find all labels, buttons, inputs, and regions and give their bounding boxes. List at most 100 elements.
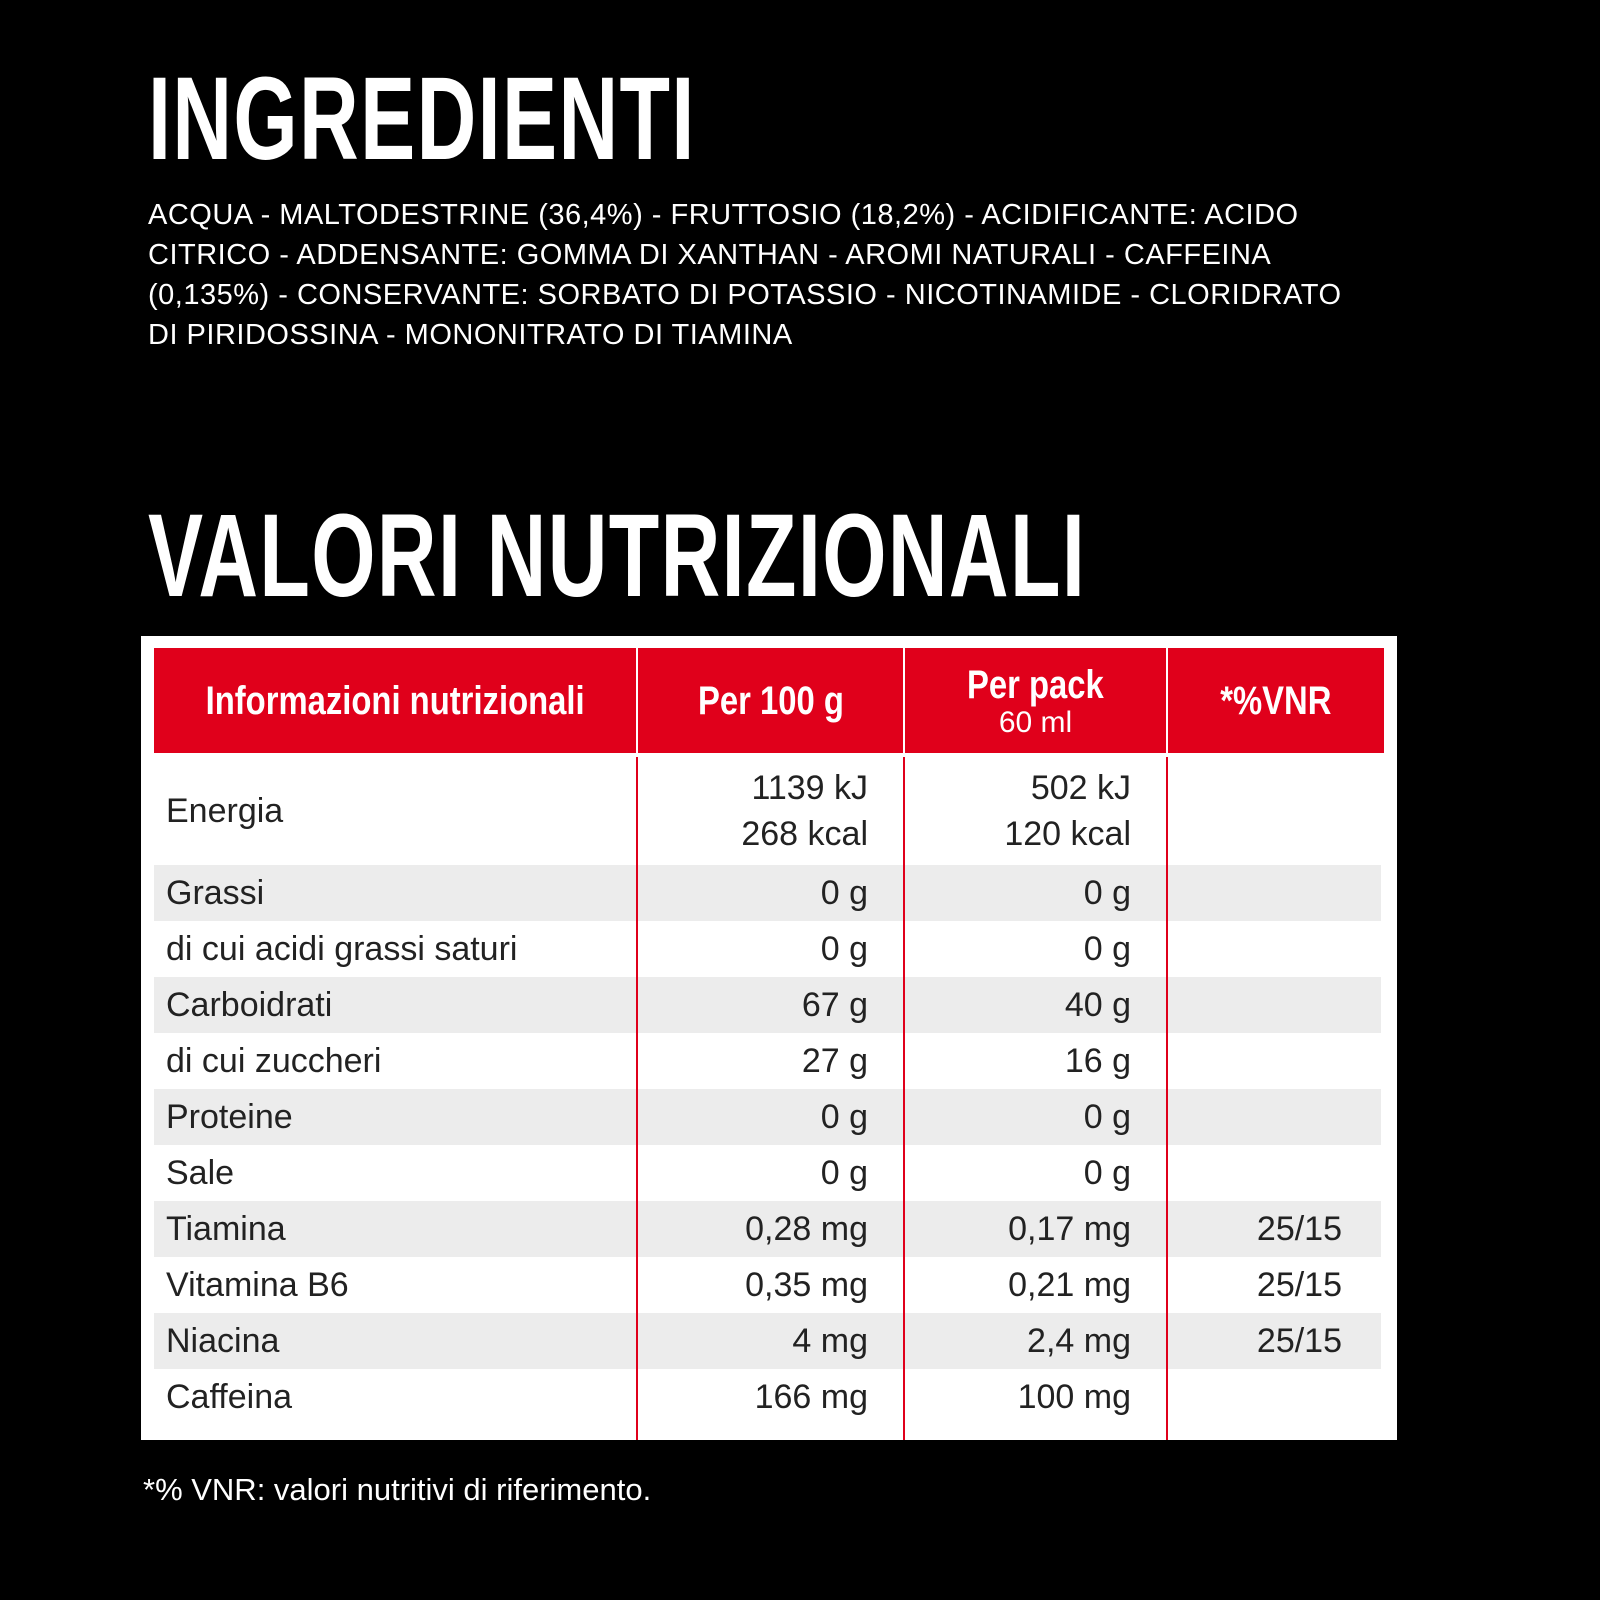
table-cell: 40 g bbox=[905, 977, 1166, 1033]
header-text: Informazioni nutrizionali bbox=[205, 678, 585, 723]
ingredients-title: INGREDIENTI bbox=[148, 53, 696, 185]
ingredient-line: (0,135%) - CONSERVANTE: SORBATO DI POTAS… bbox=[148, 279, 1342, 311]
table-cell: Sale bbox=[154, 1145, 636, 1201]
table-cell: 0,17 mg bbox=[905, 1201, 1166, 1257]
cell-text: di cui zuccheri bbox=[166, 1042, 382, 1080]
table-cell: 25/15 bbox=[1168, 1257, 1384, 1313]
cell-text: Carboidrati bbox=[166, 986, 333, 1024]
header-text: Per pack bbox=[967, 662, 1104, 707]
cell-text: 0 g bbox=[820, 1154, 868, 1192]
row-shade bbox=[154, 865, 1381, 921]
table-cell: 0 g bbox=[638, 1145, 903, 1201]
cell-text: 0 g bbox=[820, 874, 868, 912]
cell-text: 2,4 mg bbox=[1027, 1322, 1131, 1360]
cell-text: 0 g bbox=[820, 930, 868, 968]
table-cell: 1139 kJ 268 kcal bbox=[638, 757, 903, 865]
header-text: *%VNR bbox=[1220, 678, 1332, 723]
table-cell: 0 g bbox=[638, 1089, 903, 1145]
table-cell: 0 g bbox=[638, 865, 903, 921]
header-cell: *%VNR bbox=[1168, 648, 1384, 753]
cell-text: 0 g bbox=[1083, 1154, 1131, 1192]
cell-line: 268 kcal bbox=[741, 815, 868, 853]
table-cell: 27 g bbox=[638, 1033, 903, 1089]
cell-text: 25/15 bbox=[1256, 1210, 1342, 1248]
table-cell: 166 mg bbox=[638, 1369, 903, 1425]
row-shade bbox=[154, 1313, 1381, 1369]
table-cell: 100 mg bbox=[905, 1369, 1166, 1425]
table-cell: Energia bbox=[154, 757, 636, 865]
cell-text: 0 g bbox=[1083, 1098, 1131, 1136]
table-cell: 502 kJ 120 kcal bbox=[905, 757, 1166, 865]
cell-text: 0,28 mg bbox=[745, 1210, 868, 1248]
table-cell: 16 g bbox=[905, 1033, 1166, 1089]
footnote: *% VNR: valori nutritivi di riferimento. bbox=[143, 1472, 652, 1507]
header-sublabel: 60 ml bbox=[998, 705, 1073, 739]
column-divider bbox=[636, 757, 638, 1440]
header-label: *%VNR bbox=[1208, 679, 1344, 723]
table-cell: di cui zuccheri bbox=[154, 1033, 636, 1089]
table-cell: 2,4 mg bbox=[905, 1313, 1166, 1369]
column-divider bbox=[1166, 757, 1168, 1440]
cell-text: 40 g bbox=[1064, 986, 1131, 1024]
ingredient-line: ACQUA - MALTODESTRINE (36,4%) - FRUTTOSI… bbox=[148, 199, 1299, 231]
table-panel bbox=[141, 636, 1397, 1440]
table-cell: 0 g bbox=[905, 865, 1166, 921]
header-cell: Informazioni nutrizionali bbox=[154, 648, 636, 753]
row-shade bbox=[154, 1201, 1381, 1257]
cell-text: Tiamina bbox=[166, 1210, 286, 1248]
header-label: Per pack bbox=[952, 663, 1119, 707]
header-cell: Per 100 g bbox=[638, 648, 903, 753]
cell-text: 0 g bbox=[820, 1098, 868, 1136]
cell-text: Sale bbox=[166, 1154, 235, 1192]
table-cell: Proteine bbox=[154, 1089, 636, 1145]
table-cell: 0 g bbox=[905, 1089, 1166, 1145]
table-cell: Niacina bbox=[154, 1313, 636, 1369]
cell-line: 120 kcal bbox=[1004, 815, 1131, 853]
table-cell: Vitamina B6 bbox=[154, 1257, 636, 1313]
header-text: Per 100 g bbox=[697, 678, 844, 723]
table-cell: Caffeina bbox=[154, 1369, 636, 1425]
table-cell: 0 g bbox=[905, 1145, 1166, 1201]
table-cell: di cui acidi grassi saturi bbox=[154, 921, 636, 977]
cell-text: Proteine bbox=[166, 1098, 293, 1136]
row-shade bbox=[154, 977, 1381, 1033]
table-cell: 25/15 bbox=[1168, 1313, 1384, 1369]
cell-text: Energia bbox=[166, 792, 284, 830]
header-label: Per 100 g bbox=[682, 679, 860, 723]
cell-text: 27 g bbox=[801, 1042, 868, 1080]
table-cell: 67 g bbox=[638, 977, 903, 1033]
cell-text: Caffeina bbox=[166, 1378, 293, 1416]
table-cell: 0,21 mg bbox=[905, 1257, 1166, 1313]
table-cell: 0,28 mg bbox=[638, 1201, 903, 1257]
cell-line: 1139 kJ bbox=[751, 769, 868, 807]
cell-text: 0 g bbox=[1083, 874, 1131, 912]
cell-text: 0 g bbox=[1083, 930, 1131, 968]
header-cell: Per pack 60 ml bbox=[905, 648, 1166, 753]
header-label: Informazioni nutrizionali bbox=[164, 679, 626, 723]
cell-text: 4 mg bbox=[792, 1322, 868, 1360]
nutrition-title: VALORI NUTRIZIONALI bbox=[148, 490, 1087, 622]
table-cell: 0,35 mg bbox=[638, 1257, 903, 1313]
cell-text: 67 g bbox=[801, 986, 868, 1024]
table-cell: Grassi bbox=[154, 865, 636, 921]
cell-text: Vitamina B6 bbox=[166, 1266, 349, 1304]
cell-line: 502 kJ bbox=[1030, 769, 1131, 807]
cell-text: 100 mg bbox=[1017, 1378, 1131, 1416]
table-cell: Carboidrati bbox=[154, 977, 636, 1033]
table-cell: Tiamina bbox=[154, 1201, 636, 1257]
cell-text: 0,17 mg bbox=[1008, 1210, 1131, 1248]
cell-text: 0,35 mg bbox=[745, 1266, 868, 1304]
cell-text: 25/15 bbox=[1256, 1322, 1342, 1360]
cell-text: 25/15 bbox=[1256, 1266, 1342, 1304]
cell-text: 166 mg bbox=[754, 1378, 868, 1416]
row-shade bbox=[154, 1089, 1381, 1145]
cell-text: 16 g bbox=[1064, 1042, 1131, 1080]
cell-text: Grassi bbox=[166, 874, 265, 912]
ingredient-line: CITRICO - ADDENSANTE: GOMMA DI XANTHAN -… bbox=[148, 239, 1272, 271]
table-cell: 0 g bbox=[905, 921, 1166, 977]
cell-text: di cui acidi grassi saturi bbox=[166, 930, 518, 968]
ingredient-line: DI PIRIDOSSINA - MONONITRATO DI TIAMINA bbox=[148, 319, 793, 351]
cell-text: 0,21 mg bbox=[1008, 1266, 1131, 1304]
column-divider bbox=[903, 757, 905, 1440]
